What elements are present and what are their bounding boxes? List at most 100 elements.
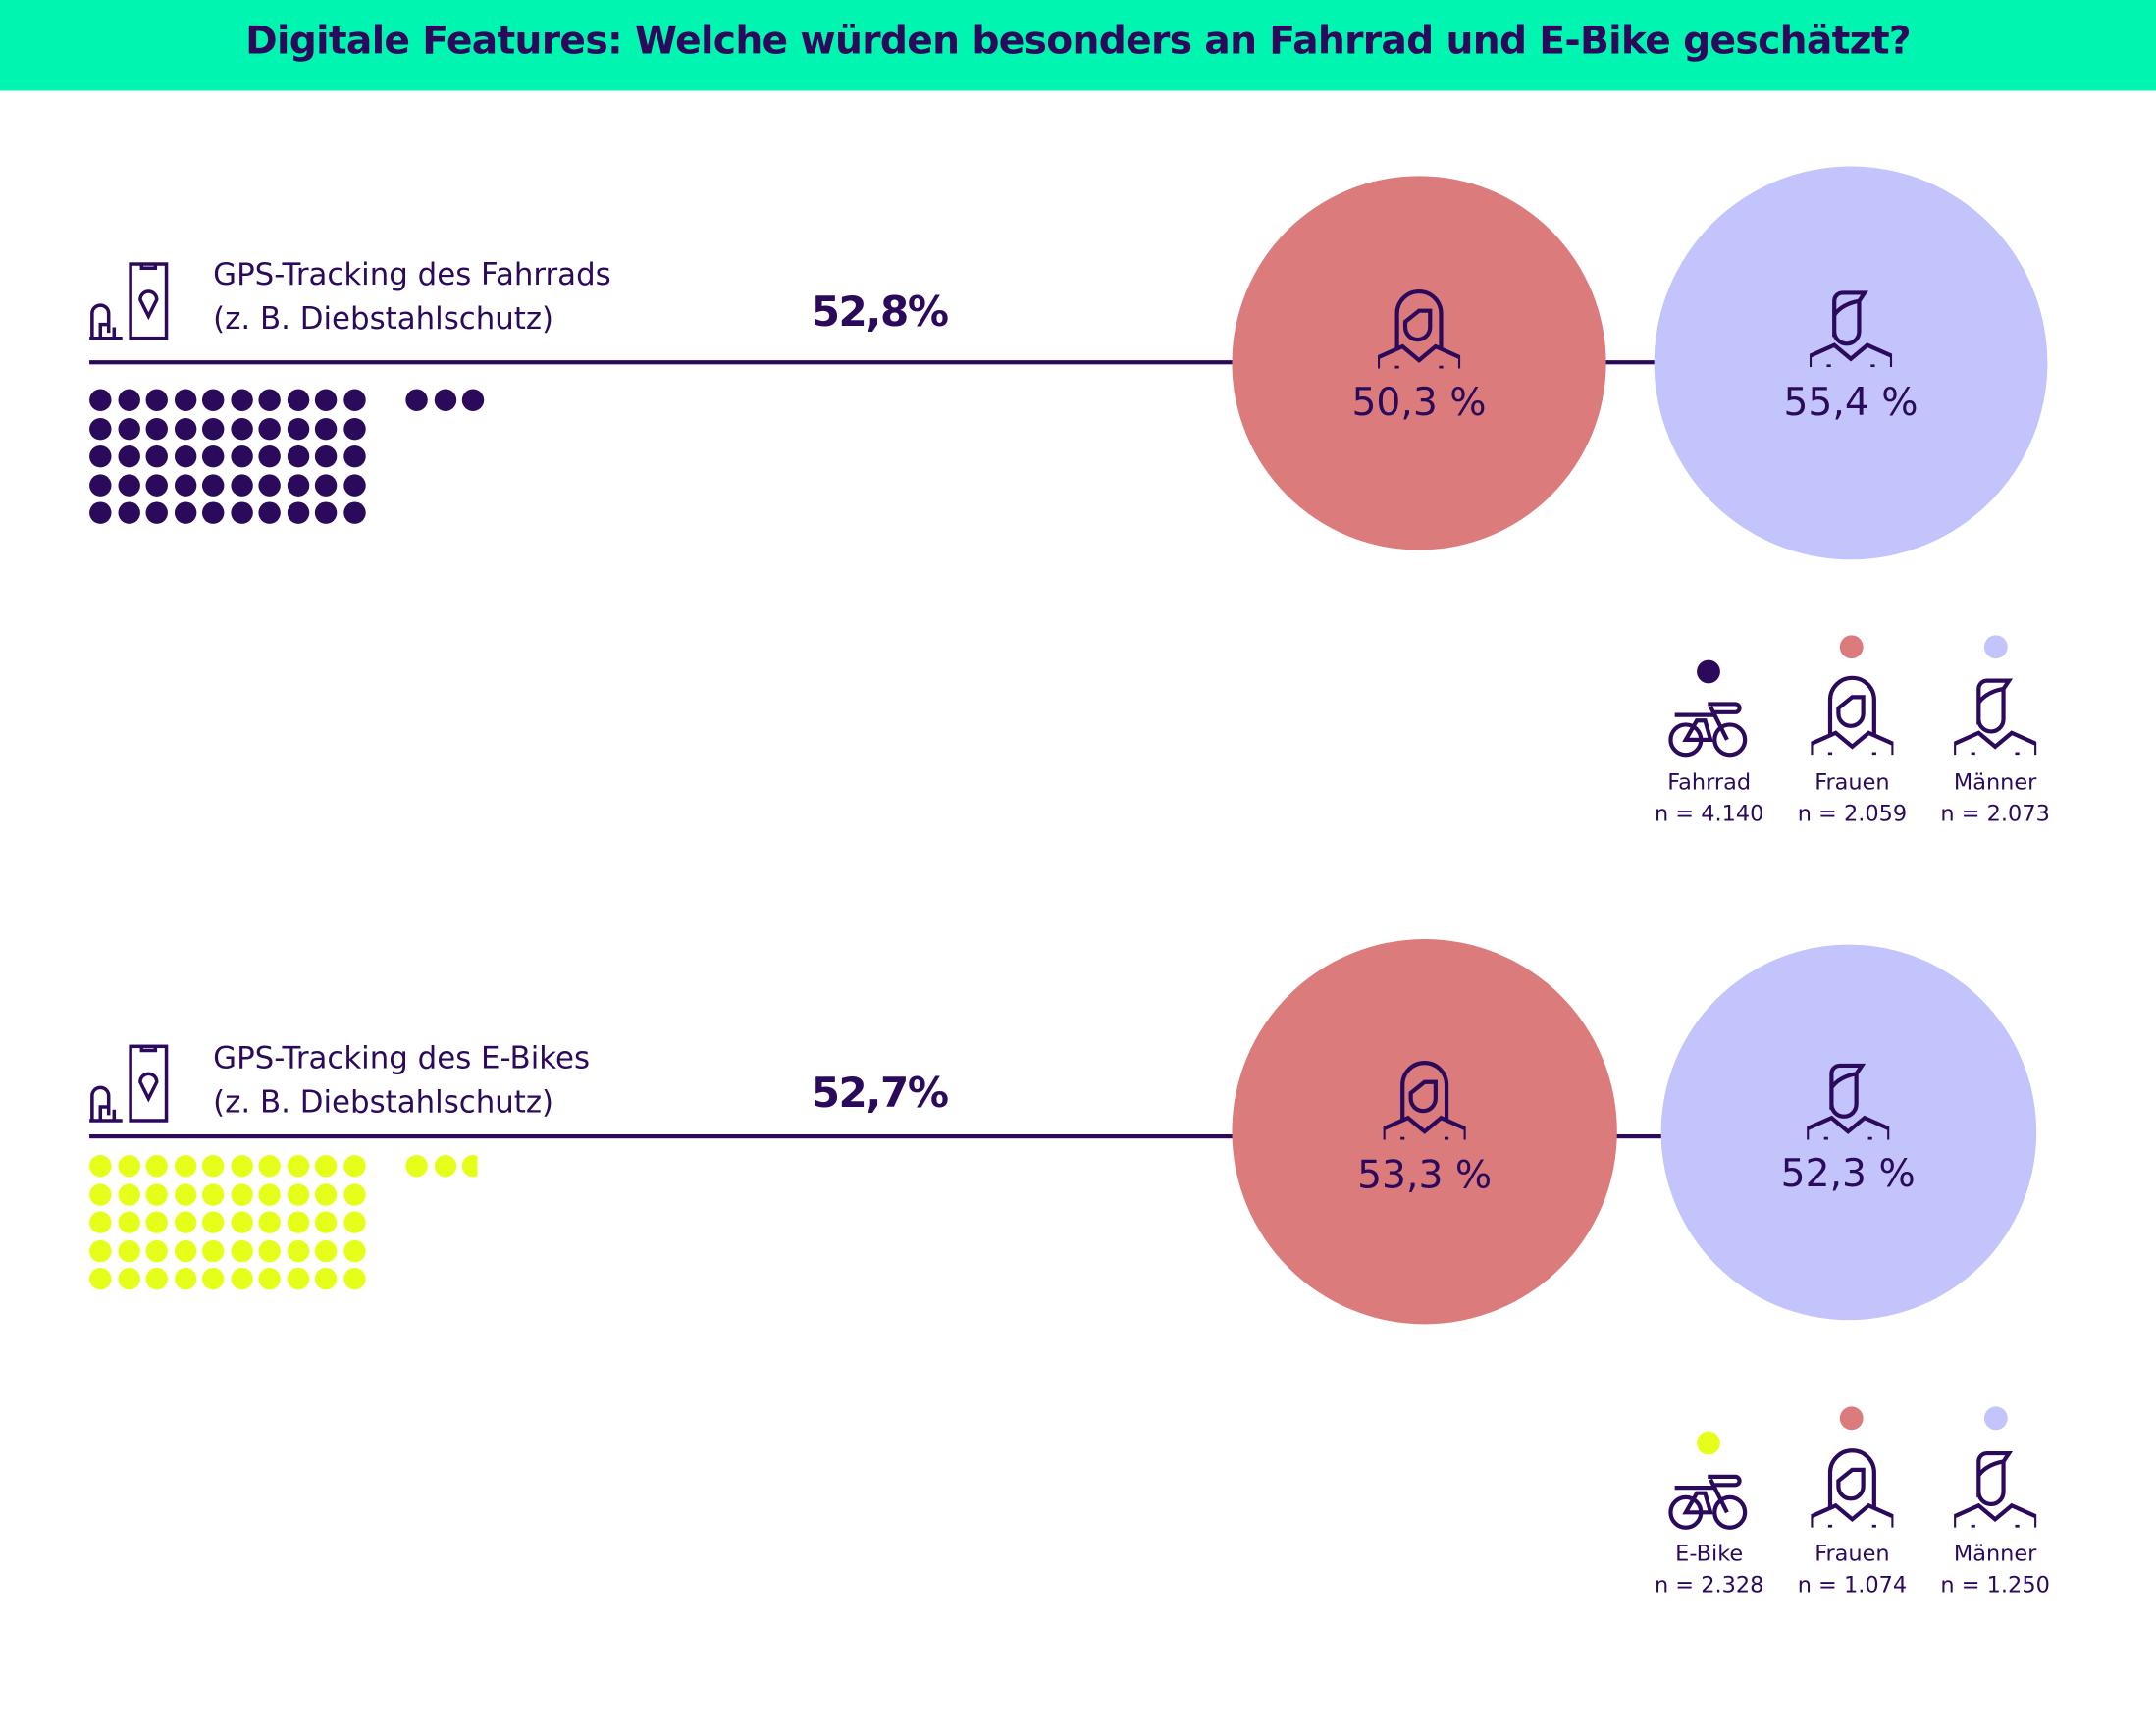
legend-dot-fahrrad [1697,659,1720,684]
waffle-dot [230,445,253,468]
waffle-chart [89,1155,501,1306]
maenner-value: 55,4 % [1783,379,1919,425]
woman-icon [1811,1442,1893,1528]
waffle-dot [461,389,485,411]
waffle-dot [342,501,366,524]
waffle-dot [145,445,168,468]
waffle-dot [314,1155,338,1178]
waffle-dot [258,1182,281,1206]
waffle-dot [89,1211,112,1233]
waffle-dot [117,1239,140,1262]
total-percent: 52,7% [811,1070,949,1119]
waffle-dot [174,445,196,468]
waffle-dot [342,473,366,497]
waffle-dot [314,1267,338,1290]
waffle-dot [314,1182,338,1206]
waffle-dot [258,1239,281,1262]
waffle-dot [287,1182,309,1206]
waffle-dot [287,501,309,524]
waffle-dot [89,445,112,468]
waffle-dot [230,1239,253,1262]
maenner-value: 52,3 % [1780,1150,1916,1197]
legend-dot-ebike [1697,1431,1720,1455]
waffle-dot [342,1239,366,1262]
waffle-dot [174,1239,196,1262]
waffle-dot [342,1155,366,1178]
waffle-dot [230,1182,253,1206]
waffle-dot [230,473,253,497]
waffle-dot [89,417,112,440]
feature-title: GPS-Tracking des Fahrrads [213,258,611,293]
waffle-dot [117,1182,140,1206]
waffle-dot [117,389,140,411]
maenner-circle: 52,3 % [1660,944,2037,1321]
waffle-dot [117,501,140,524]
waffle-dot [89,473,112,497]
frauen-circle: 53,3 % [1232,939,1617,1325]
legend-dot-maenner [1983,635,2008,659]
waffle-dot [258,389,281,411]
legend-n: n = 1.074 [1797,1571,1908,1598]
waffle-dot [145,1239,168,1262]
gps-tracking-icon [89,262,169,340]
waffle-dot [117,473,140,497]
waffle-dot [230,1211,253,1233]
legend-label: Frauen [1814,1540,1890,1566]
gps-tracking-icon [89,1044,169,1123]
legend-label: E-Bike [1675,1540,1744,1566]
waffle-dot [174,501,196,524]
waffle-dot [342,445,366,468]
waffle-dot [174,1182,196,1206]
waffle-dot [314,1239,338,1262]
woman-icon [1384,1055,1466,1140]
waffle-dot [174,1211,196,1233]
waffle-dot [287,445,309,468]
waffle-dot [461,1155,478,1178]
waffle-dot [230,501,253,524]
waffle-dot [342,1267,366,1290]
waffle-dot [117,1155,140,1178]
waffle-dot [230,1267,253,1290]
waffle-dot [174,1267,196,1290]
maenner-circle: 55,4 % [1654,166,2048,560]
waffle-dot [89,1239,112,1262]
frauen-value: 50,3 % [1351,379,1487,425]
waffle-dot [314,1211,338,1233]
waffle-dot [230,417,253,440]
woman-icon [1811,669,1893,755]
legend-dot-maenner [1983,1406,2008,1431]
waffle-dot [258,1155,281,1178]
waffle-dot [230,1155,253,1178]
waffle-dot [230,389,253,411]
legend-dot-frauen [1839,635,1864,659]
bicycle-icon [1666,690,1752,759]
waffle-dot [201,445,225,468]
legend-label: Frauen [1814,768,1890,795]
waffle-dot [117,417,140,440]
waffle-dot [174,473,196,497]
waffle-dot [174,417,196,440]
waffle-dot [145,1211,168,1233]
waffle-dot [342,1211,366,1233]
waffle-dot [201,473,225,497]
waffle-dot [258,501,281,524]
waffle-dot [434,389,456,411]
man-icon [1807,1055,1889,1140]
waffle-dot [201,1211,225,1233]
waffle-dot [342,417,366,440]
frauen-value: 53,3 % [1357,1152,1493,1198]
feature-subtitle: (z. B. Diebstahlschutz) [213,1085,554,1121]
waffle-dot [89,1155,112,1178]
waffle-dot [117,1267,140,1290]
waffle-dot [174,389,196,411]
waffle-dot [287,417,309,440]
waffle-dot [287,389,309,411]
waffle-dot [314,501,338,524]
waffle-dot [258,1211,281,1233]
waffle-dot [201,389,225,411]
waffle-dot [201,1155,225,1178]
waffle-dot [314,473,338,497]
waffle-dot [287,1239,309,1262]
waffle-dot [258,445,281,468]
waffle-dot [145,1267,168,1290]
